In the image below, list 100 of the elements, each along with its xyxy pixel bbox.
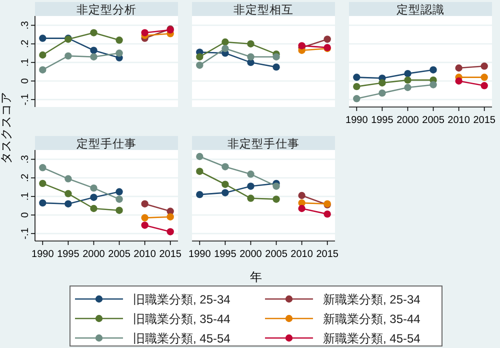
x-tick-label: 2000 <box>82 249 106 260</box>
point <box>39 34 46 42</box>
point <box>39 164 46 172</box>
point <box>39 199 46 207</box>
point <box>116 36 123 44</box>
point <box>222 189 229 196</box>
point <box>378 79 386 86</box>
point <box>116 188 123 196</box>
point <box>430 81 437 88</box>
point <box>298 204 306 212</box>
y-tick-label: .3 <box>20 20 31 30</box>
legend-label: 新職業分類, 25-34 <box>323 292 421 306</box>
point <box>196 190 204 198</box>
legend-label: 旧職業分類, 25-34 <box>133 292 231 306</box>
point <box>404 70 412 78</box>
y-tick-label: -.1 <box>20 227 31 240</box>
legend-label: 旧職業分類, 45-54 <box>133 332 231 346</box>
point <box>141 214 148 222</box>
x-tick-label: 1990 <box>346 115 368 126</box>
point <box>272 196 280 203</box>
point <box>404 84 412 92</box>
point <box>196 152 204 160</box>
point <box>166 228 174 236</box>
chart-title: 定型手仕事 <box>76 136 136 150</box>
point <box>39 51 46 59</box>
point <box>141 29 148 36</box>
point <box>222 163 229 170</box>
x-tick-label: 1990 <box>188 249 212 260</box>
x-axis-title: 年 <box>250 270 262 284</box>
x-tick-label: 2010 <box>290 249 314 260</box>
x-tick-label: 2015 <box>316 249 339 260</box>
chart-title: 定型認識 <box>396 2 444 16</box>
chart-title: 非定型分析 <box>76 2 136 16</box>
y-tick-label: .3 <box>20 154 31 164</box>
x-tick-label: 2010 <box>448 115 470 126</box>
x-tick-label: 1995 <box>371 115 394 126</box>
x-tick-label: 2015 <box>473 115 496 126</box>
point <box>64 190 72 198</box>
point <box>353 82 360 90</box>
point <box>480 62 488 70</box>
y-tick-label: 0 <box>20 212 31 218</box>
point <box>196 62 204 69</box>
point <box>90 29 98 36</box>
y-tick-label: -.1 <box>20 93 31 106</box>
point <box>324 210 331 218</box>
point <box>455 64 462 72</box>
x-tick-label: 2010 <box>134 249 156 260</box>
point <box>90 53 98 60</box>
point <box>141 200 148 208</box>
point <box>39 66 46 74</box>
point <box>90 194 98 201</box>
x-tick-label: 2000 <box>396 115 420 126</box>
point <box>222 38 229 46</box>
point <box>39 180 46 188</box>
legend-label: 新職業分類, 35-44 <box>323 312 421 326</box>
point <box>116 50 123 57</box>
point <box>116 206 123 214</box>
x-tick-label: 1995 <box>214 249 237 260</box>
point <box>272 63 280 71</box>
point <box>272 53 280 60</box>
y-tick-label: .2 <box>20 173 31 182</box>
point <box>353 74 360 81</box>
point <box>353 95 360 102</box>
point <box>480 74 488 81</box>
y-axis-title: タスクスコア <box>0 92 13 164</box>
point <box>247 170 254 178</box>
point <box>247 194 254 202</box>
chart-title: 非定型相互 <box>234 2 294 16</box>
y-tick-label: .1 <box>20 192 31 201</box>
point <box>116 196 123 203</box>
point <box>480 82 488 90</box>
x-tick-label: 2015 <box>159 249 182 260</box>
y-tick-label: .1 <box>20 58 31 67</box>
x-tick-label: 2005 <box>422 115 445 126</box>
point <box>64 175 72 182</box>
legend-label: 旧職業分類, 35-44 <box>133 312 231 326</box>
point <box>90 46 98 54</box>
point <box>64 200 72 208</box>
point <box>378 89 386 97</box>
x-tick-label: 2005 <box>108 249 131 260</box>
x-tick-label: 2005 <box>265 249 288 260</box>
point <box>324 36 331 43</box>
point <box>455 77 462 85</box>
point <box>90 184 98 192</box>
x-tick-label: 1995 <box>57 249 80 260</box>
point <box>141 222 148 229</box>
point <box>247 53 254 60</box>
point <box>90 204 98 212</box>
point <box>430 66 437 74</box>
point <box>298 192 306 200</box>
point <box>64 52 72 60</box>
point <box>247 40 254 48</box>
chart-title: 非定型手仕事 <box>228 136 300 150</box>
point <box>196 53 204 60</box>
x-tick-label: 1990 <box>32 249 54 260</box>
point <box>222 44 229 52</box>
point <box>404 76 412 84</box>
y-tick-label: 0 <box>20 78 31 84</box>
point <box>272 182 280 190</box>
point <box>166 213 174 220</box>
